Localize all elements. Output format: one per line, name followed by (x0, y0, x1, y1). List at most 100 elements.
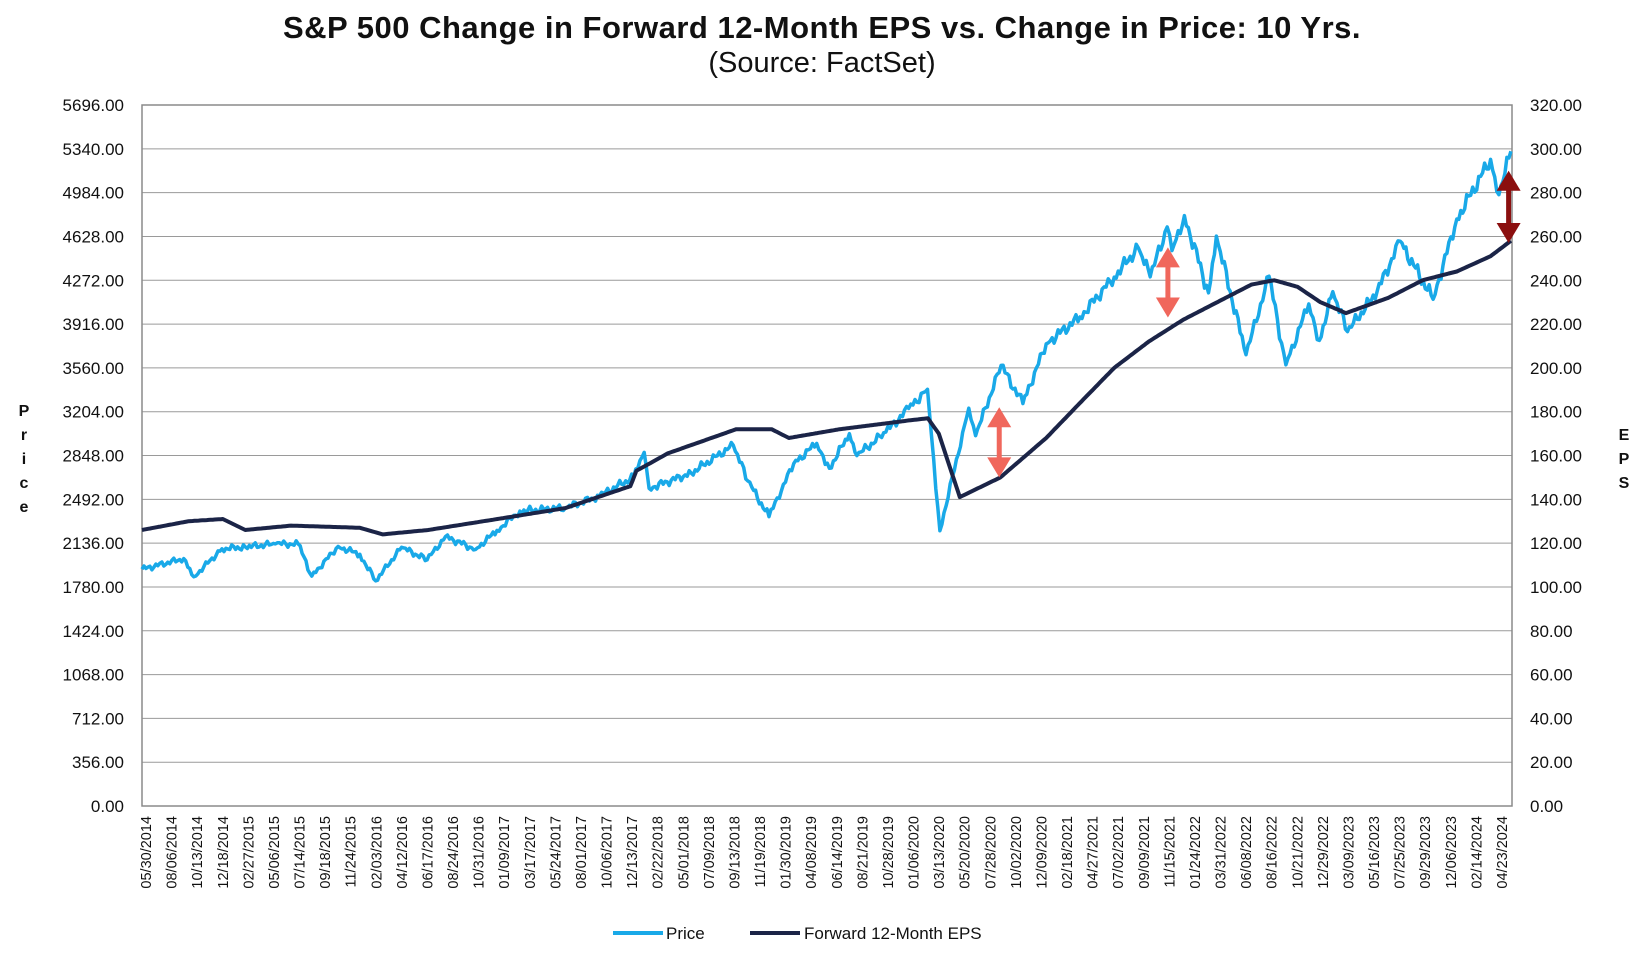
x-tick-label: 12/29/2022 (1316, 816, 1332, 889)
x-tick-label: 01/30/2019 (779, 816, 795, 889)
arrow-head-down (1155, 297, 1180, 318)
y2-tick-label: 60.00 (1530, 666, 1573, 685)
x-tick-label: 03/17/2017 (523, 816, 539, 889)
y-tick-label: 0.00 (91, 797, 124, 816)
x-tick-label: 06/14/2019 (830, 816, 846, 889)
x-tick-label: 12/18/2014 (216, 816, 232, 889)
x-tick-label: 11/19/2018 (753, 816, 769, 888)
x-tick-label: 02/22/2018 (651, 816, 667, 889)
y2-axis-title-letter: P (1619, 451, 1630, 468)
chart-subtitle: (Source: FactSet) (708, 47, 936, 79)
y-tick-label: 712.00 (72, 709, 124, 728)
x-tick-label: 10/06/2017 (600, 816, 616, 889)
x-tick-label: 09/18/2015 (318, 816, 334, 889)
y-axis-title-letter: P (19, 403, 30, 420)
x-tick-label: 04/12/2016 (395, 816, 411, 889)
x-tick-label: 12/13/2017 (625, 816, 641, 889)
y-tick-label: 5340.00 (63, 140, 124, 159)
y-tick-label: 2136.00 (63, 534, 124, 553)
x-tick-label: 11/15/2021 (1162, 816, 1178, 888)
x-tick-label: 12/09/2020 (1034, 816, 1050, 889)
x-tick-label: 02/18/2021 (1060, 816, 1076, 889)
x-tick-label: 11/24/2015 (344, 816, 360, 888)
x-tick-label: 09/29/2023 (1418, 816, 1434, 889)
y-tick-label: 5696.00 (63, 96, 124, 115)
arrow-head-up (1496, 170, 1521, 191)
y-tick-label: 1068.00 (63, 666, 124, 685)
x-tick-label: 08/21/2019 (855, 816, 871, 889)
y-axis-title-letter: i (22, 451, 26, 468)
x-tick-label: 01/24/2022 (1188, 816, 1204, 889)
x-tick-label: 10/02/2020 (1009, 816, 1025, 889)
plot-area (141, 104, 1513, 807)
x-tick-label: 07/28/2020 (983, 816, 999, 889)
x-tick-label: 10/28/2019 (881, 816, 897, 889)
arrow-head-up (987, 407, 1012, 428)
y-axis-title-letter: c (20, 475, 29, 492)
x-tick-label: 07/14/2015 (293, 816, 309, 889)
y-tick-label: 2848.00 (63, 447, 124, 466)
y2-tick-label: 0.00 (1530, 797, 1563, 816)
y2-tick-label: 180.00 (1530, 403, 1582, 422)
y2-tick-label: 240.00 (1530, 271, 1582, 290)
y-tick-label: 4272.00 (63, 271, 124, 290)
x-tick-label: 05/06/2015 (267, 816, 283, 889)
y2-axis-title-letter: E (1619, 427, 1630, 444)
x-tick-label: 10/13/2014 (190, 816, 206, 889)
x-tick-label: 09/13/2018 (727, 816, 743, 889)
y2-tick-label: 40.00 (1530, 709, 1573, 728)
y-tick-label: 356.00 (72, 753, 124, 772)
x-tick-label: 02/14/2024 (1469, 816, 1485, 889)
y2-tick-label: 300.00 (1530, 140, 1582, 159)
x-tick-label: 01/06/2020 (907, 816, 923, 889)
y2-tick-label: 280.00 (1530, 184, 1582, 203)
y-tick-label: 1780.00 (63, 578, 124, 597)
x-tick-label: 04/27/2021 (1086, 816, 1102, 889)
x-tick-label: 08/06/2014 (165, 816, 181, 889)
x-tick-label: 05/20/2020 (958, 816, 974, 889)
x-tick-label: 10/31/2016 (472, 816, 488, 889)
x-tick-label: 01/09/2017 (497, 816, 513, 889)
x-tick-label: 10/21/2022 (1290, 816, 1306, 889)
x-tick-label: 04/23/2024 (1495, 816, 1511, 889)
x-tick-label: 03/09/2023 (1341, 816, 1357, 889)
x-tick-label: 08/01/2017 (574, 816, 590, 889)
x-tick-label: 06/17/2016 (420, 816, 436, 889)
y-tick-label: 4628.00 (63, 227, 124, 246)
x-tick-label: 03/31/2022 (1214, 816, 1230, 889)
y2-axis-title-letter: S (1619, 475, 1630, 492)
series-line-eps (141, 239, 1513, 537)
x-tick-label: 08/24/2016 (446, 816, 462, 889)
y2-tick-label: 20.00 (1530, 753, 1573, 772)
x-tick-label: 12/06/2023 (1444, 816, 1460, 889)
y2-tick-label: 200.00 (1530, 359, 1582, 378)
x-tick-label: 05/24/2017 (548, 816, 564, 889)
series-line-price (140, 150, 1513, 583)
x-tick-label: 04/08/2019 (804, 816, 820, 889)
x-tick-label: 03/13/2020 (932, 816, 948, 889)
y-tick-label: 3560.00 (63, 359, 124, 378)
y-tick-label: 3204.00 (63, 403, 124, 422)
x-tick-label: 05/16/2023 (1367, 816, 1383, 889)
arrow-head-up (1155, 247, 1180, 268)
y2-tick-label: 100.00 (1530, 578, 1582, 597)
x-tick-label: 02/27/2015 (241, 816, 257, 889)
x-tick-label: 02/03/2016 (369, 816, 385, 889)
y2-tick-label: 260.00 (1530, 227, 1582, 246)
y-tick-label: 1424.00 (63, 622, 124, 641)
legend-label-price: Price (666, 924, 705, 943)
x-tick-label: 08/16/2022 (1265, 816, 1281, 889)
y-tick-label: 3916.00 (63, 315, 124, 334)
legend-label-eps: Forward 12-Month EPS (804, 924, 982, 943)
x-tick-label: 07/25/2023 (1393, 816, 1409, 889)
chart-title: S&P 500 Change in Forward 12-Month EPS v… (282, 10, 1362, 45)
y-tick-label: 4984.00 (63, 184, 124, 203)
y-tick-label: 2492.00 (63, 490, 124, 509)
arrow-head-down (1496, 223, 1521, 244)
x-tick-label: 05/01/2018 (676, 816, 692, 889)
y-axis-title-letter: r (21, 427, 27, 444)
arrow-head-down (987, 457, 1012, 478)
y2-tick-label: 320.00 (1530, 96, 1582, 115)
y2-tick-label: 80.00 (1530, 622, 1573, 641)
